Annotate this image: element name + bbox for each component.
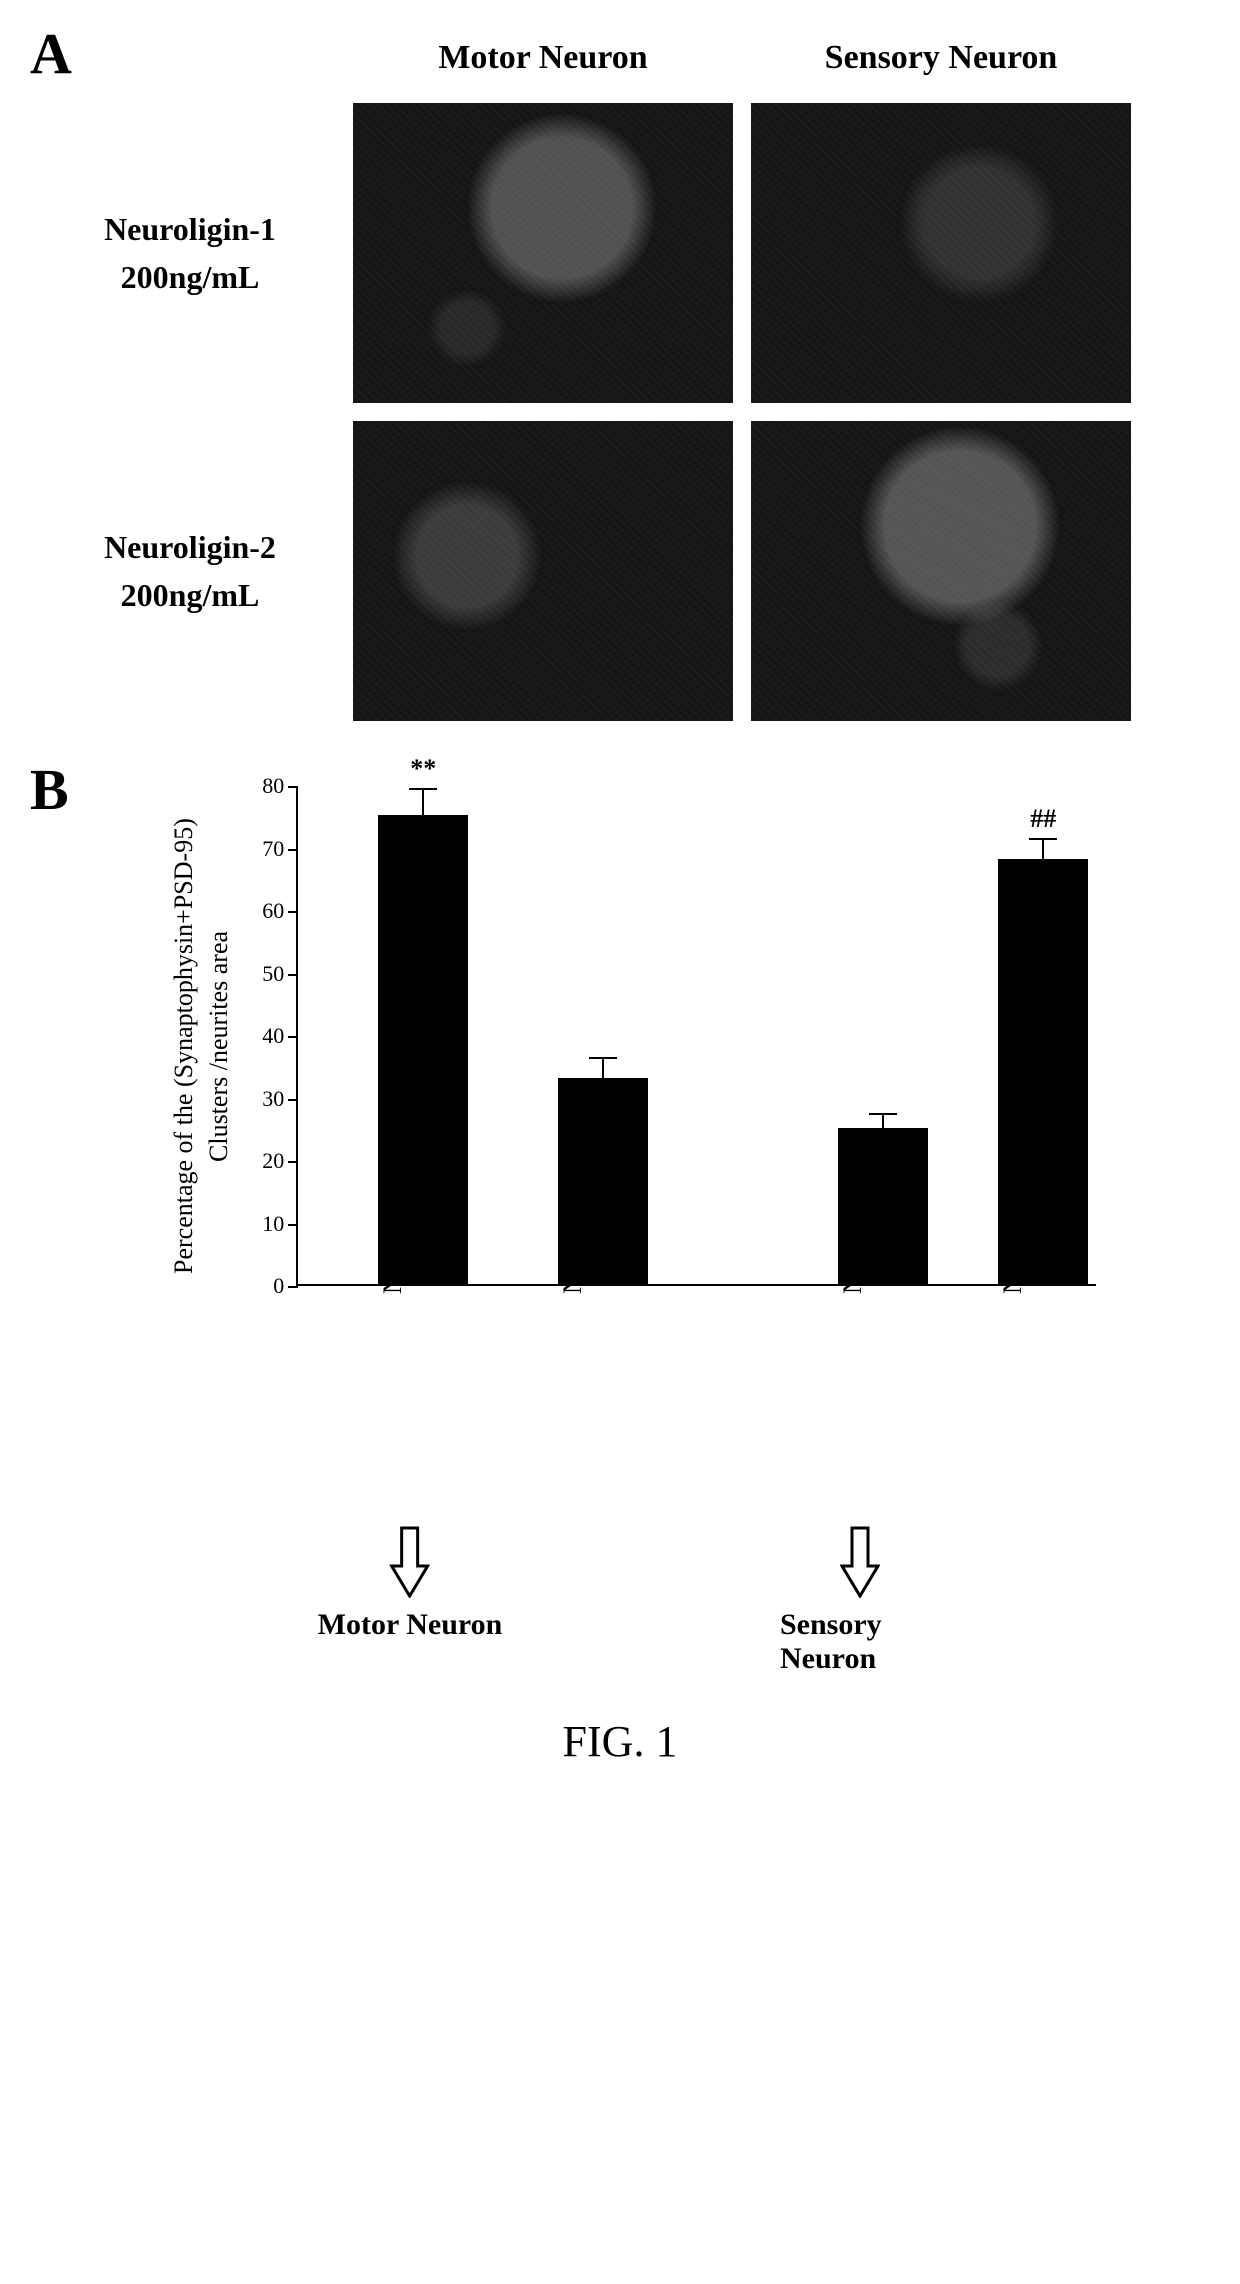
arrow-down-icon bbox=[840, 1526, 880, 1598]
chart-ytick bbox=[288, 1224, 298, 1226]
chart-ytick bbox=[288, 786, 298, 788]
panel-b-letter: B bbox=[30, 756, 69, 823]
chart-ytick-label: 10 bbox=[262, 1211, 284, 1237]
chart-errorbar bbox=[1042, 840, 1044, 859]
micrograph-nlgn2-motor bbox=[353, 421, 733, 721]
panel-a-row-header-nlgn1: Neuroligin-1 200ng/mL bbox=[104, 205, 276, 301]
chart-errorbar-cap bbox=[1029, 838, 1057, 840]
chart-ytick bbox=[288, 974, 298, 976]
chart-ytick bbox=[288, 1161, 298, 1163]
chart-plot-area: 01020304050607080**Neuroligin-1Neuroligi… bbox=[236, 766, 1116, 1326]
chart-group-labels: Motor NeuronSensory Neuron bbox=[220, 1526, 1020, 1656]
chart-ytick-label: 50 bbox=[262, 961, 284, 987]
chart-errorbar-cap bbox=[589, 1057, 617, 1059]
arrow-down-icon bbox=[390, 1526, 430, 1598]
chart-axes: 01020304050607080**Neuroligin-1Neuroligi… bbox=[296, 786, 1096, 1286]
panel-a-row-header-nlgn2: Neuroligin-2 200ng/mL bbox=[104, 523, 276, 619]
chart-errorbar bbox=[422, 790, 424, 815]
chart-group-label: Sensory Neuron bbox=[780, 1608, 940, 1676]
panel-b: B Percentage of the (Synaptophysin+PSD-9… bbox=[40, 766, 1200, 1656]
chart-ytick-label: 70 bbox=[262, 836, 284, 862]
micrograph-nlgn1-sensory bbox=[751, 103, 1131, 403]
chart-ytick bbox=[288, 849, 298, 851]
chart-ytick bbox=[288, 1099, 298, 1101]
chart-errorbar bbox=[882, 1115, 884, 1128]
chart-ytick bbox=[288, 911, 298, 913]
chart-ytick-label: 80 bbox=[262, 773, 284, 799]
chart-xtick-label: Neuroligin-2 bbox=[998, 1160, 1028, 1294]
chart-errorbar bbox=[602, 1059, 604, 1078]
chart-group: Motor Neuron bbox=[318, 1526, 503, 1642]
chart-ytick-label: 30 bbox=[262, 1086, 284, 1112]
chart-ytick bbox=[288, 1286, 298, 1288]
figure-caption: FIG. 1 bbox=[40, 1716, 1200, 1767]
bar-chart: Percentage of the (Synaptophysin+PSD-95)… bbox=[160, 766, 1200, 1326]
chart-ytick-label: 60 bbox=[262, 898, 284, 924]
micrograph-nlgn2-sensory bbox=[751, 421, 1131, 721]
chart-xtick-label: Neuroligin-2 bbox=[558, 1160, 588, 1294]
chart-significance-marker: ## bbox=[1030, 804, 1056, 834]
panel-a-col-header-motor: Motor Neuron bbox=[438, 39, 647, 81]
chart-xtick-label: Neuroligin-1 bbox=[378, 1160, 408, 1294]
chart-group: Sensory Neuron bbox=[780, 1526, 940, 1676]
chart-errorbar-cap bbox=[869, 1113, 897, 1115]
chart-ytick bbox=[288, 1036, 298, 1038]
panel-a-col-header-sensory: Sensory Neuron bbox=[825, 39, 1058, 81]
chart-significance-marker: ** bbox=[410, 754, 436, 784]
figure-1: A Motor Neuron Sensory Neuron Neuroligin… bbox=[40, 30, 1200, 1767]
chart-group-label: Motor Neuron bbox=[318, 1608, 503, 1642]
panel-a: A Motor Neuron Sensory Neuron Neuroligin… bbox=[40, 30, 1200, 726]
micrograph-nlgn1-motor bbox=[353, 103, 733, 403]
panel-a-letter: A bbox=[30, 20, 72, 87]
chart-ytick-label: 20 bbox=[262, 1148, 284, 1174]
chart-ytick-label: 0 bbox=[273, 1273, 284, 1299]
chart-ylabel: Percentage of the (Synaptophysin+PSD-95)… bbox=[160, 766, 236, 1326]
chart-errorbar-cap bbox=[409, 788, 437, 790]
chart-ytick-label: 40 bbox=[262, 1023, 284, 1049]
chart-xtick-label: Neuroligin-1 bbox=[838, 1160, 868, 1294]
